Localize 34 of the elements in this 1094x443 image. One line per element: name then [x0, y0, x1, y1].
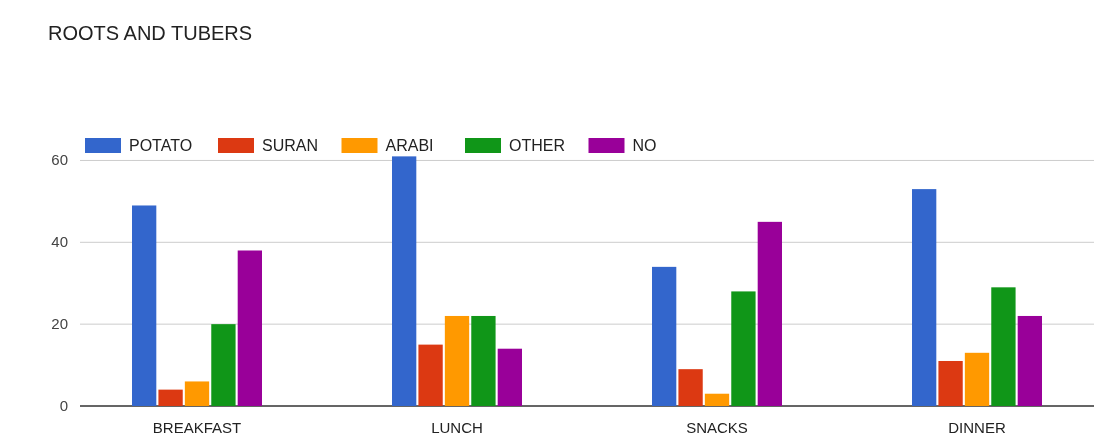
- bar: [731, 291, 756, 406]
- legend-label: SURAN: [262, 137, 319, 154]
- bar: [704, 393, 730, 406]
- bar: [757, 221, 782, 406]
- bar: [211, 324, 236, 406]
- x-tick-label: DINNER: [948, 419, 1006, 436]
- bar: [964, 352, 990, 406]
- y-tick-label: 20: [51, 315, 68, 333]
- bar: [237, 250, 262, 406]
- bar: [158, 389, 183, 406]
- chart-title: ROOTS AND TUBERS: [48, 22, 253, 44]
- x-tick-label: SNACKS: [686, 419, 748, 436]
- bar: [497, 348, 522, 406]
- bar: [418, 344, 443, 406]
- bar: [184, 381, 210, 406]
- bar: [912, 189, 937, 406]
- bar: [392, 156, 417, 406]
- x-tick-label: LUNCH: [431, 419, 483, 436]
- y-tick-label: 60: [51, 151, 68, 169]
- bar: [991, 287, 1016, 406]
- bar: [652, 266, 677, 406]
- legend-label: POTATO: [129, 137, 193, 154]
- bar: [132, 205, 157, 406]
- legend-label: ARABI: [385, 137, 434, 154]
- bar: [444, 315, 470, 406]
- bar: [1017, 315, 1042, 406]
- bar: [938, 360, 963, 406]
- y-tick-label: 40: [51, 233, 68, 251]
- legend-label: NO: [632, 137, 657, 154]
- x-tick-label: BREAKFAST: [152, 419, 242, 436]
- legend-label: OTHER: [509, 137, 565, 154]
- bar: [471, 315, 496, 406]
- y-tick-label: 0: [59, 397, 68, 414]
- bar: [678, 369, 703, 406]
